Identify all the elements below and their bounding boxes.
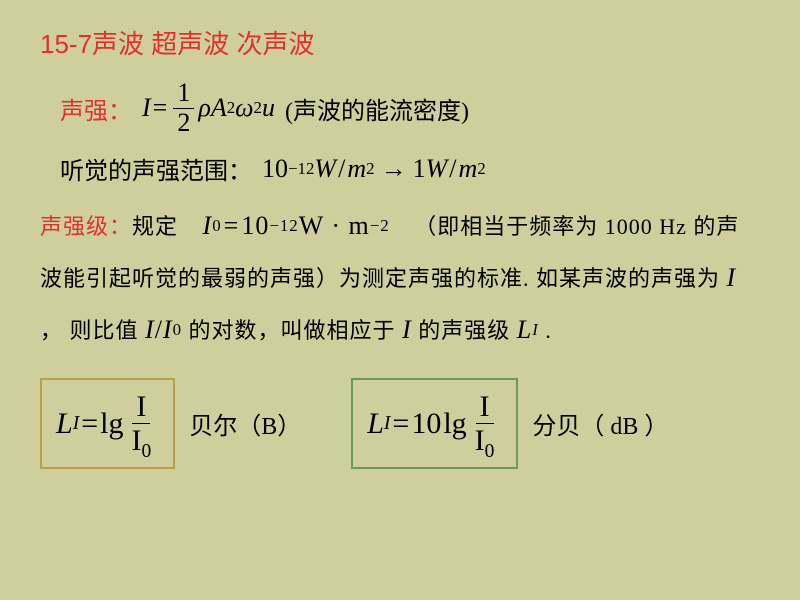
frac-den: 2: [173, 109, 194, 138]
slash2: /: [449, 154, 456, 184]
var-I: I: [142, 93, 151, 123]
m2: m: [458, 154, 477, 184]
b1-lg: lg: [100, 407, 123, 441]
level-text6: .: [539, 318, 552, 343]
level-paragraph: 声强级：规定 I0 = 10−12 W · m−2 （即相当于频率为 1000 …: [40, 200, 760, 356]
hearing-label: 听觉的声强范围：: [60, 151, 252, 186]
level-text1: 规定: [132, 214, 178, 239]
slide-page: 15-7声波 超声波 次声波 声强： I = 1 2 ρ A2 ω2 u (声波…: [0, 0, 800, 489]
intensity-line: 声强： I = 1 2 ρ A2 ω2 u (声波的能流密度): [60, 79, 760, 137]
b1-eq: =: [81, 407, 98, 441]
intensity-note: (声波的能流密度): [285, 91, 469, 126]
A: A: [211, 93, 227, 123]
i0-formula: I0 = 10−12 W · m−2: [203, 200, 390, 252]
b2-ten: 10: [411, 407, 441, 441]
low-base: 10: [262, 154, 288, 184]
ratio-slash: /: [155, 304, 163, 356]
db-label: 分贝（ dB ）: [532, 406, 668, 441]
level-text3: ， 则比值: [40, 318, 139, 343]
b1-num: I: [132, 390, 150, 424]
b1-den: I0: [127, 424, 155, 457]
W1: W: [314, 154, 336, 184]
b2-L: L: [367, 407, 384, 441]
b2-den: I0: [471, 424, 499, 457]
i0-val: 10: [241, 200, 269, 252]
var-I2: I: [727, 252, 737, 304]
omega: ω: [235, 93, 253, 123]
intensity-label: 声强：: [60, 91, 132, 126]
W2: W: [426, 154, 448, 184]
b2-frac: I I0: [471, 390, 499, 457]
ratio-I0: I: [163, 304, 173, 356]
hearing-line: 听觉的声强范围： 10−12 W / m2 → 1 W / m2: [60, 151, 760, 186]
equals: =: [153, 93, 168, 123]
level-label: 声强级：: [40, 214, 132, 239]
frac-num: 1: [173, 79, 194, 109]
high: 1: [413, 154, 426, 184]
b2-num: I: [476, 390, 494, 424]
half-frac: 1 2: [173, 79, 194, 137]
level-text4: 的对数，叫做相应于: [189, 318, 403, 343]
i0-unit: W · m: [299, 200, 370, 252]
slide-title: 15-7声波 超声波 次声波: [40, 24, 760, 61]
slash1: /: [338, 154, 345, 184]
arrow: →: [381, 154, 407, 184]
db-box: L I = 10 lg I I0: [351, 378, 518, 469]
hearing-range: 10−12 W / m2 → 1 W / m2: [262, 154, 486, 184]
i0-eq: =: [224, 200, 240, 252]
u: u: [262, 93, 275, 123]
LI: LI: [517, 304, 539, 356]
b2-eq: =: [392, 407, 409, 441]
b1-frac: I I0: [127, 390, 155, 457]
ratio-I: I: [145, 304, 155, 356]
ratio: I/I0: [145, 304, 182, 356]
b2-lg: lg: [443, 407, 466, 441]
var-I3: I: [402, 304, 412, 356]
i0-I: I: [203, 200, 213, 252]
formula-boxes: L I = lg I I0 贝尔（B） L I = 10 lg I I0 分贝（ d…: [40, 378, 760, 469]
b1-L: L: [56, 407, 73, 441]
bel-label: 贝尔（B）: [189, 406, 301, 441]
bel-box: L I = lg I I0: [40, 378, 175, 469]
rho: ρ: [198, 93, 210, 123]
level-text5: 的声强级: [412, 318, 517, 343]
m1: m: [347, 154, 366, 184]
intensity-formula: I = 1 2 ρ A2 ω2 u: [142, 79, 275, 137]
